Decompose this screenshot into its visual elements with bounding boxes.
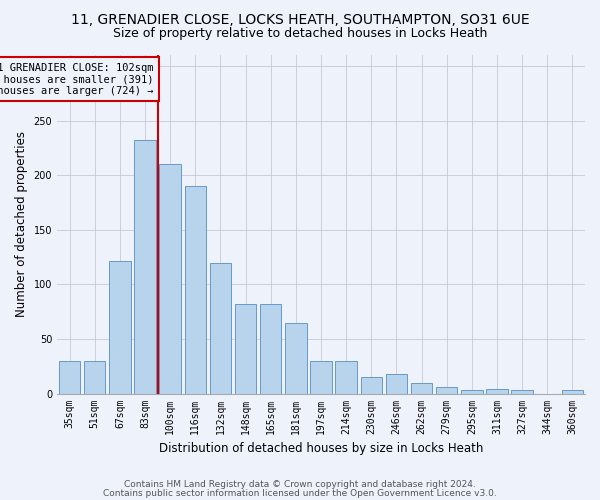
Bar: [386, 374, 407, 394]
Bar: [260, 304, 281, 394]
Bar: [411, 382, 432, 394]
Bar: [436, 387, 457, 394]
Bar: [562, 390, 583, 394]
Bar: [235, 304, 256, 394]
Y-axis label: Number of detached properties: Number of detached properties: [15, 132, 28, 318]
Bar: [160, 164, 181, 394]
Bar: [84, 361, 106, 394]
Bar: [461, 390, 482, 394]
Text: Size of property relative to detached houses in Locks Heath: Size of property relative to detached ho…: [113, 28, 487, 40]
X-axis label: Distribution of detached houses by size in Locks Heath: Distribution of detached houses by size …: [159, 442, 483, 455]
Bar: [511, 390, 533, 394]
Text: Contains HM Land Registry data © Crown copyright and database right 2024.: Contains HM Land Registry data © Crown c…: [124, 480, 476, 489]
Bar: [210, 262, 231, 394]
Bar: [59, 361, 80, 394]
Bar: [487, 389, 508, 394]
Text: 11, GRENADIER CLOSE, LOCKS HEATH, SOUTHAMPTON, SO31 6UE: 11, GRENADIER CLOSE, LOCKS HEATH, SOUTHA…: [71, 12, 529, 26]
Text: 11 GRENADIER CLOSE: 102sqm
← 35% of detached houses are smaller (391)
65% of sem: 11 GRENADIER CLOSE: 102sqm ← 35% of deta…: [0, 62, 154, 96]
Bar: [185, 186, 206, 394]
Bar: [335, 361, 357, 394]
Text: Contains public sector information licensed under the Open Government Licence v3: Contains public sector information licen…: [103, 488, 497, 498]
Bar: [310, 361, 332, 394]
Bar: [134, 140, 156, 394]
Bar: [361, 377, 382, 394]
Bar: [285, 322, 307, 394]
Bar: [109, 262, 131, 394]
